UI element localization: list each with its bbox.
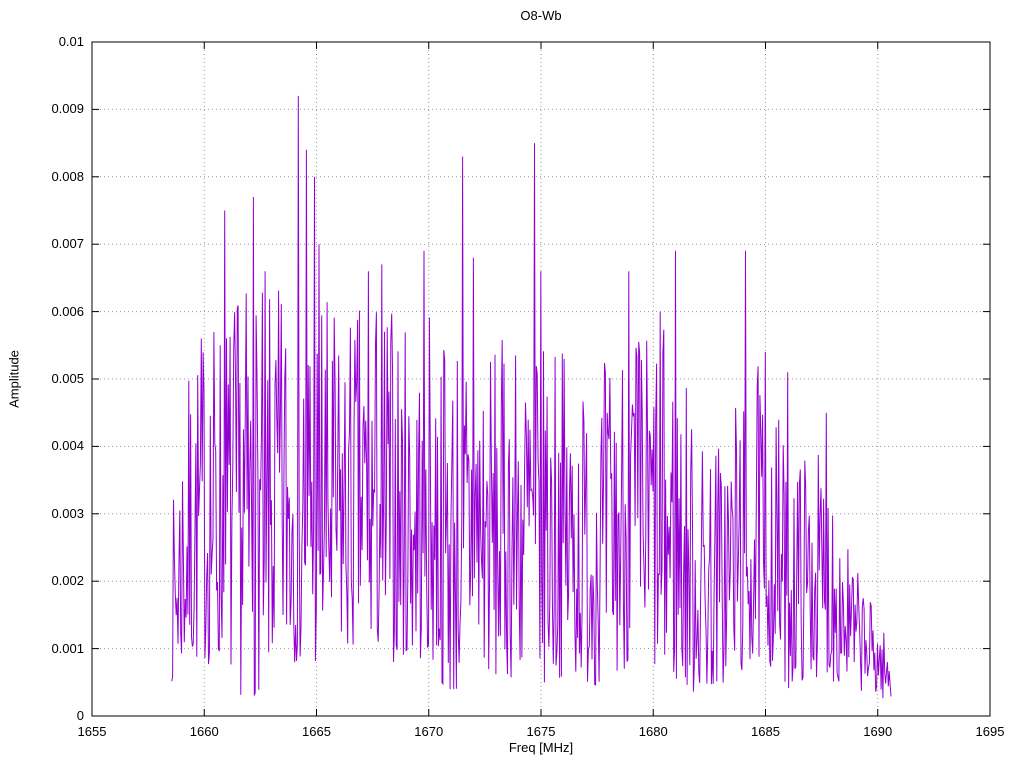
x-axis-label: Freq [MHz] — [508, 740, 574, 755]
y-tick-label: 0.002 — [51, 573, 84, 589]
y-tick-label: 0.007 — [51, 236, 84, 252]
y-tick-label: 0.006 — [51, 303, 84, 319]
x-tick-label: 1680 — [638, 724, 668, 739]
y-tick-label: 0.01 — [58, 34, 84, 49]
x-tick-label: 1690 — [863, 724, 893, 739]
y-tick-label: 0.009 — [51, 101, 84, 117]
y-tick-label: 0.003 — [51, 505, 84, 521]
y-tick-label: 0.001 — [51, 640, 84, 656]
x-tick-label: 1685 — [751, 724, 780, 739]
x-tick-label: 1660 — [189, 724, 219, 739]
chart-title: O8-Wb — [520, 8, 562, 23]
y-tick-label: 0 — [76, 708, 84, 723]
y-tick-label: 0.008 — [51, 168, 84, 184]
y-tick-label: 0.004 — [51, 438, 84, 454]
x-tick-label: 1665 — [302, 724, 331, 739]
x-tick-label: 1675 — [526, 724, 556, 739]
x-tick-label: 1655 — [77, 724, 107, 739]
y-tick-label: 0.005 — [51, 371, 84, 386]
x-tick-label: 1695 — [975, 724, 1005, 739]
x-tick-label: 1670 — [414, 724, 444, 739]
